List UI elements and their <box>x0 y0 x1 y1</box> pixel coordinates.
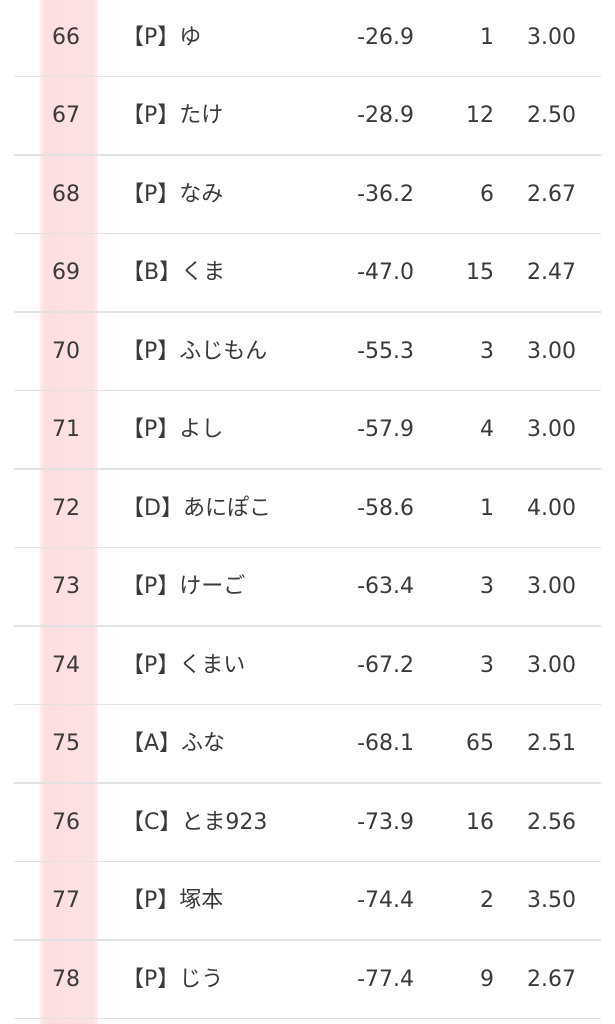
average-rank-cell: 2.67 <box>527 181 576 207</box>
rank-cell: 68 <box>52 181 80 207</box>
score-cell: -68.1 <box>357 731 414 756</box>
score-cell: -58.6 <box>357 495 414 521</box>
player-name: 【P】くまい <box>122 652 246 678</box>
average-rank-cell: 2.56 <box>527 809 576 835</box>
score-cell: -77.4 <box>357 966 414 992</box>
score-cell: -55.3 <box>357 338 414 364</box>
score-cell: -57.9 <box>357 417 414 442</box>
player-name: 【P】じう <box>122 966 224 992</box>
average-rank-cell: 4.00 <box>527 495 576 521</box>
average-rank-cell: 3.00 <box>527 574 576 599</box>
table-row[interactable]: 75 【A】ふな -68.1 65 2.51 <box>0 705 615 784</box>
rank-cell: 74 <box>52 652 80 678</box>
table-row[interactable]: 76 【C】とま923 -73.9 16 2.56 <box>0 784 615 863</box>
table-row[interactable]: 69 【B】くま -47.0 15 2.47 <box>0 234 615 313</box>
games-cell: 4 <box>480 417 494 442</box>
table-row[interactable]: 68 【P】なみ -36.2 6 2.67 <box>0 156 615 235</box>
games-cell: 1 <box>480 24 494 50</box>
average-rank-cell: 2.50 <box>527 103 576 128</box>
games-cell: 9 <box>480 966 494 992</box>
table-row[interactable]: 77 【P】塚本 -74.4 2 3.50 <box>0 862 615 941</box>
average-rank-cell: 2.47 <box>527 260 576 285</box>
games-cell: 65 <box>466 731 494 756</box>
average-rank-cell: 3.00 <box>527 417 576 442</box>
games-cell: 3 <box>480 652 494 678</box>
games-cell: 6 <box>480 181 494 207</box>
player-name: 【C】とま923 <box>122 809 268 835</box>
player-name: 【P】けーご <box>122 574 246 599</box>
average-rank-cell: 3.00 <box>527 652 576 678</box>
rank-column-highlight <box>40 0 98 1024</box>
table-row[interactable]: 74 【P】くまい -67.2 3 3.00 <box>0 627 615 706</box>
rank-cell: 66 <box>52 24 80 50</box>
games-cell: 1 <box>480 495 494 521</box>
score-cell: -28.9 <box>357 103 414 128</box>
player-name: 【B】くま <box>122 260 226 285</box>
rank-cell: 73 <box>52 574 80 599</box>
table-row[interactable]: 66 【P】ゆ -26.9 1 3.00 <box>0 0 615 77</box>
score-cell: -74.4 <box>357 888 414 913</box>
table-row[interactable]: 73 【P】けーご -63.4 3 3.00 <box>0 548 615 627</box>
player-name: 【P】たけ <box>122 103 224 128</box>
player-name: 【P】よし <box>122 417 224 442</box>
player-name: 【P】なみ <box>122 181 224 207</box>
table-row[interactable]: 71 【P】よし -57.9 4 3.00 <box>0 391 615 470</box>
score-cell: -36.2 <box>357 181 414 207</box>
games-cell: 16 <box>466 809 494 835</box>
average-rank-cell: 3.00 <box>527 338 576 364</box>
rank-cell: 76 <box>52 809 80 835</box>
score-cell: -67.2 <box>357 652 414 678</box>
table-row[interactable]: 78 【P】じう -77.4 9 2.67 <box>0 941 615 1020</box>
table-row[interactable]: 70 【P】ふじもん -55.3 3 3.00 <box>0 313 615 392</box>
games-cell: 2 <box>480 888 494 913</box>
player-name: 【P】ふじもん <box>122 338 268 364</box>
table-row[interactable]: 67 【P】たけ -28.9 12 2.50 <box>0 77 615 156</box>
games-cell: 3 <box>480 574 494 599</box>
score-cell: -73.9 <box>357 809 414 835</box>
player-name: 【P】ゆ <box>122 24 202 50</box>
rank-cell: 69 <box>52 260 80 285</box>
rank-cell: 70 <box>52 338 80 364</box>
games-cell: 15 <box>466 260 494 285</box>
rank-cell: 77 <box>52 888 80 913</box>
rank-cell: 72 <box>52 495 80 521</box>
average-rank-cell: 3.50 <box>527 888 576 913</box>
rank-cell: 71 <box>52 417 80 442</box>
rank-cell: 75 <box>52 731 80 756</box>
average-rank-cell: 2.51 <box>527 731 576 756</box>
player-name: 【P】塚本 <box>122 888 224 913</box>
score-cell: -26.9 <box>357 24 414 50</box>
average-rank-cell: 3.00 <box>527 24 576 50</box>
score-cell: -47.0 <box>357 260 414 285</box>
score-cell: -63.4 <box>357 574 414 599</box>
player-name: 【A】ふな <box>122 731 226 756</box>
table-row[interactable]: 72 【D】あにぽこ -58.6 1 4.00 <box>0 470 615 549</box>
rank-cell: 78 <box>52 966 80 992</box>
player-name: 【D】あにぽこ <box>122 495 271 521</box>
games-cell: 12 <box>466 103 494 128</box>
average-rank-cell: 2.67 <box>527 966 576 992</box>
rank-cell: 67 <box>52 103 80 128</box>
games-cell: 3 <box>480 338 494 364</box>
